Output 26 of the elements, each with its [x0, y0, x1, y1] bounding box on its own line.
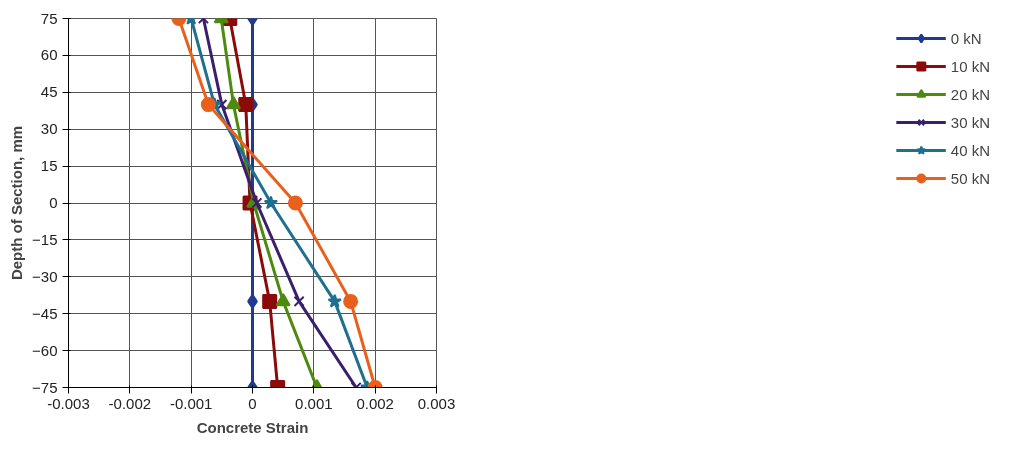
y-tick-label: 60	[40, 46, 58, 64]
legend-label: 0 kN	[950, 29, 982, 47]
x-tick-label: -0.001	[169, 394, 213, 412]
y-tick-label: −45	[32, 304, 58, 322]
x-tick-label: -0.002	[108, 394, 152, 412]
y-axis-title: Depth of Section, mm	[7, 125, 25, 281]
legend-label: 40 kN	[950, 141, 990, 159]
legend-label: 50 kN	[950, 169, 990, 187]
x-tick-label: 0.002	[356, 394, 394, 412]
y-tick-label: −30	[32, 267, 58, 285]
y-tick-label: 15	[40, 157, 58, 175]
x-tick-label: 0	[248, 394, 257, 412]
y-tick-label: 30	[40, 120, 58, 138]
legend-label: 20 kN	[950, 85, 990, 103]
y-tick-label: −15	[32, 230, 58, 248]
x-tick-label: 0.001	[295, 394, 333, 412]
x-tick-label: 0.003	[417, 394, 456, 412]
legend-label: 30 kN	[950, 113, 990, 131]
y-tick-label: 75	[40, 9, 58, 27]
y-tick-label: 0	[49, 194, 58, 211]
y-tick-label: −60	[32, 341, 58, 359]
y-tick-label: −75	[32, 378, 58, 396]
x-tick-label: -0.003	[47, 394, 90, 412]
legend-label: 10 kN	[950, 57, 990, 75]
x-axis-title: Concrete Strain	[196, 418, 309, 436]
y-tick-label: 45	[40, 83, 58, 101]
